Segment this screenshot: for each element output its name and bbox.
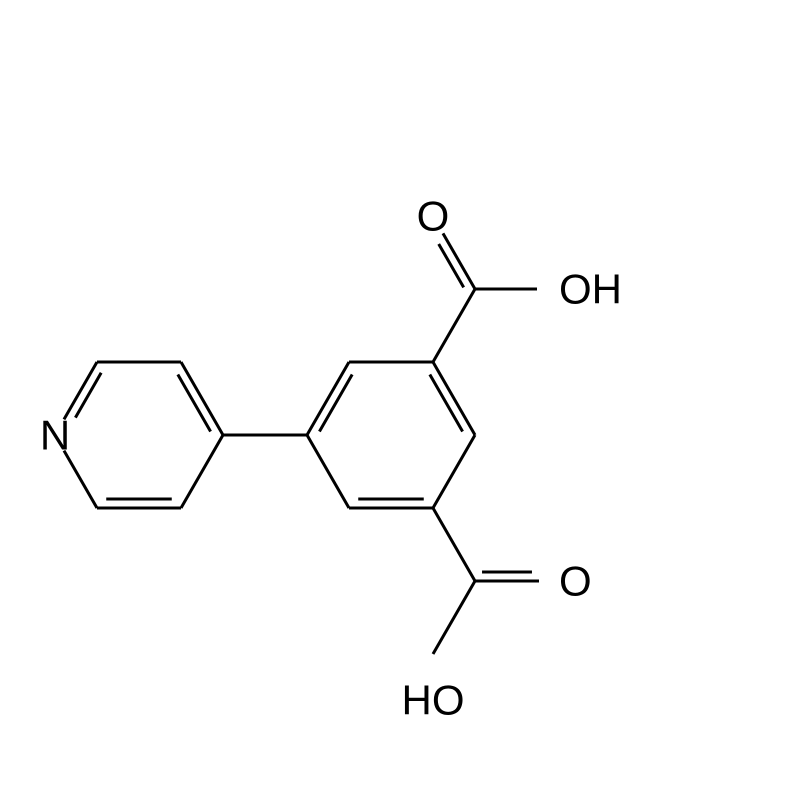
bond	[433, 581, 475, 654]
bond	[181, 362, 223, 435]
atom-label-OH1: OH	[559, 266, 622, 313]
bond	[307, 435, 349, 508]
molecule-canvas: N O OH O HO	[0, 0, 800, 800]
atom-label-OH2: HO	[402, 677, 465, 724]
atom-label-N: N	[40, 412, 70, 459]
bond	[64, 451, 97, 508]
bond	[307, 362, 349, 435]
atom-label-O2: O	[559, 558, 592, 605]
bond	[433, 362, 475, 435]
atom-label-O1: O	[417, 193, 450, 240]
bond	[433, 508, 475, 581]
bond	[433, 435, 475, 508]
bond	[433, 289, 475, 362]
bond	[181, 435, 223, 508]
